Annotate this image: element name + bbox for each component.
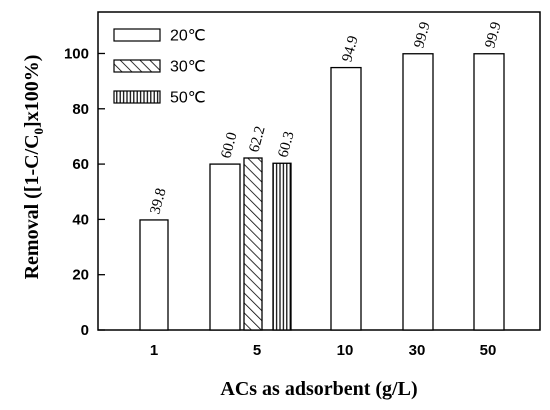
y-tick-label: 80 (72, 101, 89, 118)
data-label: 62.2 (246, 125, 268, 154)
y-tick-label: 100 (64, 45, 89, 62)
plot-frame (97, 11, 541, 331)
x-tick-label: 10 (337, 342, 354, 359)
y-tick-label: 0 (81, 322, 89, 339)
x-tick-label: 50 (480, 342, 497, 359)
x-axis-title: ACs as adsorbent (g/L) (220, 378, 417, 400)
data-label: 99.9 (482, 20, 504, 49)
y-tick-label: 20 (72, 267, 89, 284)
data-label: 60.3 (275, 130, 297, 159)
legend-label: 50℃ (170, 90, 206, 107)
bar-empty-50 (473, 53, 505, 331)
bar-empty-5 (209, 163, 241, 331)
data-label: 60.0 (218, 131, 240, 160)
data-label: 94.9 (339, 34, 361, 63)
bar-vertical-5 (272, 162, 292, 331)
bar-empty-30 (402, 53, 434, 331)
x-tick-label: 30 (409, 342, 426, 359)
y-axis-title-part: Removal ([1-C/C (21, 134, 43, 279)
x-tick-label: 5 (253, 342, 261, 359)
legend-swatch-vertical (113, 90, 161, 104)
y-axis-title-part: ]x100%) (21, 55, 43, 128)
data-label: 39.8 (147, 186, 169, 215)
y-axis-title: Removal ([1-C/C0]x100%) (21, 55, 46, 280)
data-label: 99.9 (411, 20, 433, 49)
bar-empty-10 (330, 66, 362, 331)
y-tick-label: 60 (72, 156, 89, 173)
legend-swatch-empty (113, 28, 161, 42)
legend-label: 20℃ (170, 28, 206, 45)
legend: 20℃ 30℃ 50℃ (113, 28, 206, 107)
legend-label: 30℃ (170, 59, 206, 76)
legend-swatch-diagonal (113, 59, 161, 73)
y-axis-title-subscript: 0 (31, 128, 46, 135)
y-tick-label: 40 (72, 211, 89, 228)
x-tick-label: 1 (150, 342, 158, 359)
bar-diagonal-5 (243, 157, 263, 331)
bar-empty-1 (139, 219, 169, 331)
